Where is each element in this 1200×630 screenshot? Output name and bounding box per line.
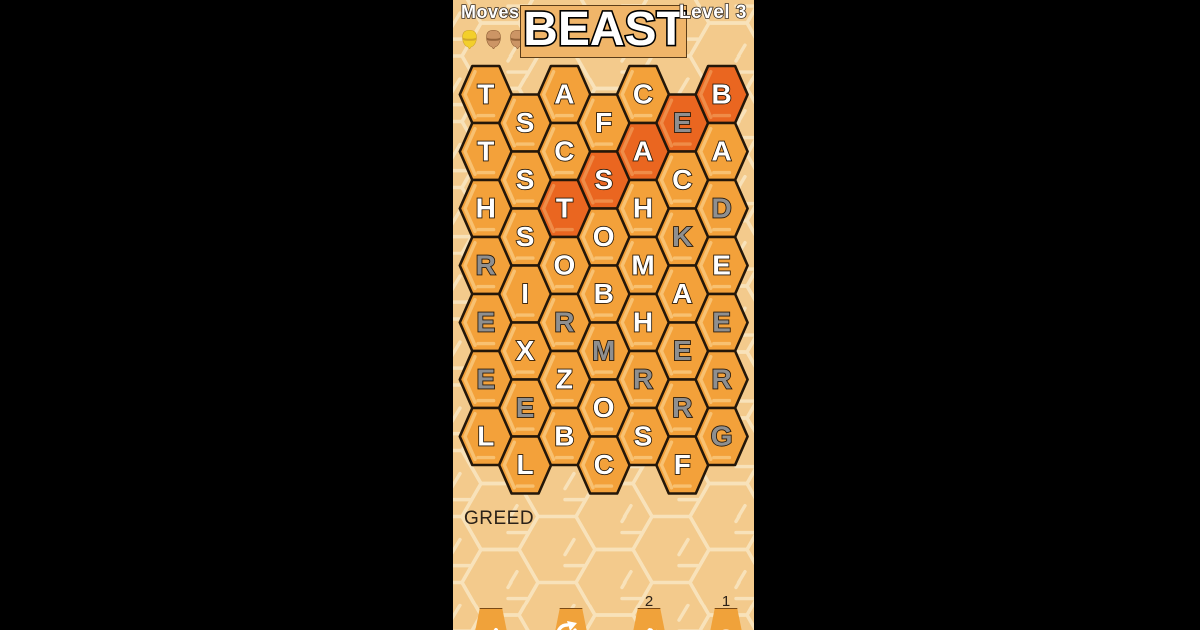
svg-text:F: F (595, 107, 612, 138)
svg-text:E: E (673, 107, 692, 138)
svg-text:E: E (516, 392, 535, 423)
svg-text:S: S (516, 107, 535, 138)
svg-text:M: M (592, 335, 615, 366)
svg-text:A: A (672, 278, 692, 309)
svg-text:B: B (594, 278, 614, 309)
svg-text:E: E (673, 335, 692, 366)
svg-text:O: O (593, 392, 615, 423)
svg-text:R: R (672, 392, 692, 423)
svg-text:R: R (633, 364, 653, 395)
svg-text:E: E (476, 307, 495, 338)
svg-text:H: H (633, 193, 653, 224)
svg-text:H: H (633, 307, 653, 338)
svg-text:A: A (554, 79, 574, 110)
svg-text:G: G (711, 421, 733, 452)
svg-text:L: L (517, 449, 534, 480)
svg-text:B: B (711, 79, 731, 110)
svg-text:S: S (634, 421, 653, 452)
svg-text:T: T (477, 136, 494, 167)
svg-text:C: C (594, 449, 614, 480)
svg-text:O: O (554, 250, 576, 281)
svg-text:R: R (476, 250, 496, 281)
svg-text:E: E (712, 250, 731, 281)
svg-text:A: A (633, 136, 653, 167)
svg-text:R: R (711, 364, 731, 395)
svg-text:C: C (672, 164, 692, 195)
svg-text:A: A (711, 136, 731, 167)
svg-text:L: L (477, 421, 494, 452)
svg-text:C: C (633, 79, 653, 110)
svg-text:Z: Z (556, 364, 573, 395)
svg-text:E: E (712, 307, 731, 338)
svg-text:S: S (594, 164, 613, 195)
svg-text:B: B (554, 421, 574, 452)
svg-text:E: E (476, 364, 495, 395)
svg-text:K: K (672, 221, 692, 252)
svg-text:F: F (674, 449, 691, 480)
svg-text:O: O (593, 221, 615, 252)
svg-text:T: T (556, 193, 573, 224)
svg-text:X: X (516, 335, 535, 366)
svg-text:R: R (554, 307, 574, 338)
svg-text:T: T (477, 79, 494, 110)
svg-text:S: S (516, 164, 535, 195)
svg-text:I: I (521, 278, 529, 309)
svg-text:D: D (711, 193, 731, 224)
svg-text:M: M (631, 250, 654, 281)
svg-text:H: H (476, 193, 496, 224)
svg-text:C: C (554, 136, 574, 167)
svg-text:S: S (516, 221, 535, 252)
